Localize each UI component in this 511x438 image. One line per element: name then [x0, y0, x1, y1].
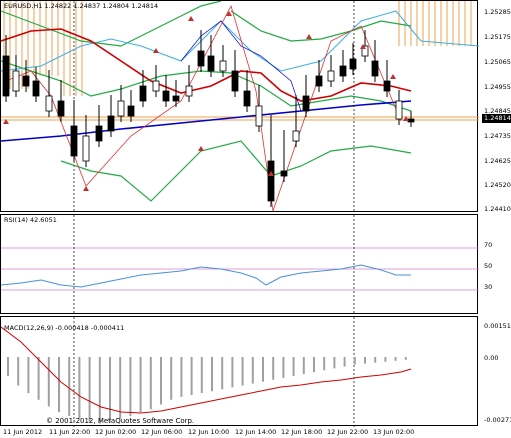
candle-body	[57, 100, 65, 117]
candle-body	[32, 80, 40, 97]
fractal-arrow-icon	[83, 186, 89, 191]
price-tick: 1.24955	[484, 83, 511, 91]
price-scale[interactable]: 1.25285 1.25175 1.25065 1.24955 1.24845 …	[478, 0, 511, 213]
fractal-arrow-icon	[390, 74, 396, 79]
time-tick: 12 Jun 18:00	[281, 428, 323, 436]
bands-mid	[1, 60, 412, 112]
candle-body	[139, 85, 147, 102]
bands-lower	[60, 140, 412, 202]
copyright-text: © 2001-2012, MetaQuotes Software Corp.	[46, 417, 195, 425]
rsi-level-70: 70	[484, 241, 493, 249]
candle-body	[267, 160, 275, 202]
rsi-canvas[interactable]	[1, 215, 479, 315]
fractal-arrow-icon	[226, 11, 232, 16]
fractal-arrow-icon	[306, 34, 312, 39]
macd-tick: 0.00151	[484, 322, 511, 330]
candle-body	[407, 118, 415, 123]
candle-body	[172, 95, 180, 102]
candle-body	[349, 58, 357, 70]
price-tick: 1.24520	[484, 181, 511, 189]
price-tick: 1.25175	[484, 33, 511, 41]
candle-body	[231, 70, 239, 92]
candle-body	[327, 70, 335, 82]
rsi-level-50: 50	[484, 262, 493, 270]
time-tick: 11 Jun 2012	[3, 428, 43, 436]
candle-body	[185, 85, 193, 97]
candle-body	[162, 90, 170, 102]
candle-body	[12, 70, 20, 92]
candle-body	[127, 105, 135, 117]
time-tick: 12 Jun 14:00	[235, 428, 277, 436]
candle-body	[361, 45, 369, 57]
zigzag-line	[5, 4, 402, 212]
macd-tick: -0.00271	[484, 416, 511, 424]
candle-body	[243, 90, 251, 107]
rsi-label: RSI(14) 42.6051	[4, 216, 57, 224]
fractal-arrow-icon	[198, 146, 204, 151]
candle-body	[197, 50, 205, 67]
fractal-arrow-icon	[153, 48, 159, 53]
price-tick: 1.24735	[484, 132, 511, 140]
candle-body	[2, 55, 10, 97]
macd-canvas[interactable]	[1, 317, 479, 427]
current-price-tag: 1.24814	[482, 114, 511, 123]
price-tick: 1.24845	[484, 107, 511, 115]
rsi-line	[1, 264, 411, 288]
fractal-arrow-icon	[3, 119, 9, 124]
candle-body	[395, 100, 403, 120]
time-tick: 13 Jun 02:00	[373, 428, 415, 436]
candle-body	[152, 80, 160, 92]
chart-header: EURUSD,H1 1.24822 1.24837 1.24804 1.2481…	[4, 2, 159, 10]
fractal-arrow-icon	[360, 44, 366, 49]
time-tick: 12 Jun 22:00	[327, 428, 369, 436]
macd-label: MACD(12,26,9) -0.000418 -0.000411	[4, 324, 125, 332]
candle-body	[22, 75, 30, 87]
macd-pane[interactable]: MACD(12,26,9) -0.000418 -0.000411 © 2001…	[0, 316, 479, 427]
time-tick: 12 Jun 06:00	[141, 428, 183, 436]
bands-upper-2	[230, 10, 412, 42]
candle-body	[255, 105, 263, 127]
macd-signal-line	[1, 326, 412, 414]
candle-body	[219, 60, 227, 72]
candle-body	[70, 125, 78, 157]
fractal-arrow-icon	[403, 116, 409, 121]
price-tick: 1.25065	[484, 58, 511, 66]
fractal-arrow-icon	[188, 16, 194, 21]
main-chart-canvas[interactable]	[1, 1, 479, 213]
candle-body	[207, 55, 215, 72]
price-tick: 1.24410	[484, 205, 511, 213]
candle-body	[302, 95, 310, 112]
candle-body	[292, 130, 300, 142]
rsi-scale: 70 50 30	[478, 214, 511, 314]
candle-body	[371, 60, 379, 77]
macd-tick: 0.00	[484, 354, 499, 362]
ma-red	[1, 28, 412, 102]
candle-body	[95, 125, 103, 142]
time-tick: 12 Jun 10:00	[188, 428, 230, 436]
fractal-arrow-icon	[268, 171, 274, 176]
time-tick: 12 Jun 02:00	[95, 428, 137, 436]
candle-body	[45, 95, 53, 112]
price-tick: 1.24625	[484, 157, 511, 165]
envelope-line	[1, 10, 479, 72]
candle-body	[107, 115, 115, 132]
candle-body	[82, 135, 90, 162]
candle-body	[315, 75, 323, 87]
candle-body	[383, 80, 391, 92]
rsi-level-30: 30	[484, 283, 493, 291]
price-tick: 1.25285	[484, 8, 511, 16]
candle-body	[339, 65, 347, 77]
bands-upper-1	[1, 1, 222, 47]
time-tick: 11 Jun 22:00	[49, 428, 91, 436]
candle-body	[280, 170, 288, 177]
macd-scale: 0.00151 0.00 -0.00271	[478, 316, 511, 426]
main-chart-pane[interactable]: EURUSD,H1 1.24822 1.24837 1.24804 1.2481…	[0, 0, 479, 213]
rsi-pane[interactable]: RSI(14) 42.6051	[0, 214, 479, 315]
candle-body	[117, 100, 125, 117]
